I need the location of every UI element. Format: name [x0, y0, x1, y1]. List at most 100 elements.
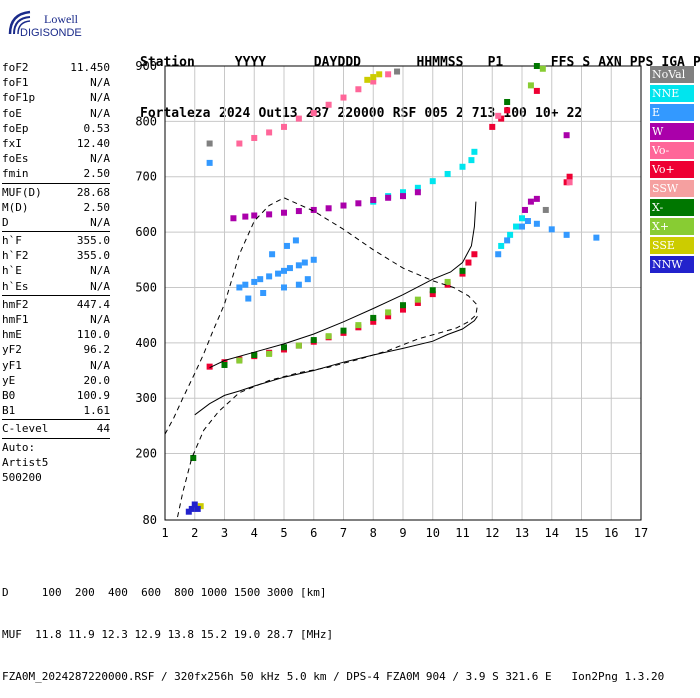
param-row-hf: h`F 355.0 [2, 233, 110, 248]
param-name: hmF1 [2, 313, 29, 326]
point-e [495, 251, 502, 258]
param-value: N/A [90, 279, 110, 293]
param-value: 28.68 [76, 185, 110, 199]
point-e [245, 295, 252, 302]
param-value: N/A [90, 264, 110, 278]
param-row-fmin: fmin 2.50 [2, 166, 110, 181]
point-x [400, 302, 406, 309]
point-w [527, 198, 534, 205]
point-w [533, 195, 540, 202]
header-value-4: 220000 [337, 106, 385, 121]
point-w [242, 213, 249, 220]
point-e [286, 265, 293, 272]
point-x [295, 342, 302, 349]
param-value: 0.53 [83, 121, 111, 135]
param-row-foes: foEs N/A [2, 151, 110, 166]
param-name: B0 [2, 388, 16, 402]
param-value: 96.2 [83, 343, 111, 357]
point-e [242, 281, 249, 288]
header-value-11: 22 [566, 106, 583, 121]
header-value-5: RSF [392, 106, 417, 121]
param-value: N/A [90, 358, 110, 372]
point-x [527, 82, 534, 89]
polarization-legend: NoVal NNE E W Vo- Vo+ SSW X- X+ SSE NNW [650, 66, 694, 275]
param-name: C-level [2, 422, 49, 436]
point-vo [465, 259, 472, 266]
model-profile-dashed [164, 197, 478, 521]
point-nne [498, 242, 505, 249]
y-tick-label: 600 [135, 225, 157, 239]
logo-line1: Lowell [44, 12, 79, 26]
legend-item-vo: Vo- [650, 142, 694, 159]
point-w [414, 189, 421, 196]
point-e [236, 284, 243, 291]
point-nne [400, 189, 406, 196]
point-w [340, 202, 347, 209]
point-e [251, 278, 258, 285]
header-label-11: PS [693, 55, 700, 70]
point-x [414, 296, 421, 303]
param-name: fmin [2, 167, 29, 181]
point-e [504, 237, 511, 244]
point-sse [370, 74, 377, 81]
plot-frame [164, 65, 642, 521]
param-row-foep: foEp 0.53 [2, 121, 110, 136]
param-name: foEp [2, 121, 29, 135]
point-vo [400, 306, 406, 313]
point-noval [542, 206, 549, 213]
point-nne [414, 184, 421, 191]
param-value: 355.0 [76, 234, 110, 248]
point-x [355, 322, 362, 329]
legend-item-x: X- [650, 199, 694, 216]
header-value-7: 2 [456, 106, 464, 121]
param-value: 100.9 [76, 388, 110, 402]
header-value-2: Out13 [258, 106, 298, 121]
point-nne [444, 170, 451, 177]
point-vo [266, 129, 273, 136]
legend-item-nne: NNE [650, 85, 694, 102]
point-vo [370, 78, 377, 85]
param-name: h`E [2, 264, 22, 278]
x-tick-label: 10 [426, 526, 440, 540]
param-name: MUF(D) [2, 185, 42, 199]
x-tick-label: 16 [604, 526, 618, 540]
point-sse [364, 76, 371, 83]
point-w [230, 215, 237, 222]
point-e [266, 273, 273, 280]
point-vo [566, 173, 573, 180]
point-vo [355, 86, 362, 93]
point-e [548, 226, 555, 233]
param-value: N/A [90, 106, 110, 120]
x-tick-label: 5 [280, 526, 287, 540]
x-tick-label: 6 [310, 526, 317, 540]
point-vo [385, 71, 392, 78]
point-w [355, 200, 362, 207]
param-name: D [2, 215, 9, 229]
x-tick-label: 14 [545, 526, 559, 540]
param-separator [2, 294, 110, 296]
param-row-hmf1: hmF1 N/A [2, 312, 110, 327]
param-row-yf2: yF2 96.2 [2, 342, 110, 357]
legend-item-e: E [650, 104, 694, 121]
param-value: 447.4 [76, 297, 110, 311]
param-row-clevel: C-level 44 [2, 421, 110, 436]
x-tick-label: 13 [515, 526, 529, 540]
point-vo [429, 291, 436, 298]
point-x [190, 454, 197, 461]
header-value-10: 10+ [535, 106, 559, 121]
param-name: B1 [2, 404, 16, 418]
header-value-6: 005 [424, 106, 448, 121]
param-row-b0: B0 100.9 [2, 388, 110, 403]
param-row-b1: B1 1.61 [2, 403, 110, 418]
point-vo [340, 94, 347, 101]
param-name: foF2 [2, 61, 29, 74]
point-vo [281, 123, 287, 130]
x-tick-label: 4 [251, 526, 258, 540]
point-w [266, 211, 273, 218]
param-name: h`F [2, 234, 22, 248]
point-e [593, 234, 600, 241]
point-w [310, 206, 317, 213]
footer-file-line: FZA0M_2024287220000.RSF / 320fx256h 50 k… [2, 670, 665, 683]
param-separator [2, 231, 110, 233]
legend-item-sse: SSE [650, 237, 694, 254]
